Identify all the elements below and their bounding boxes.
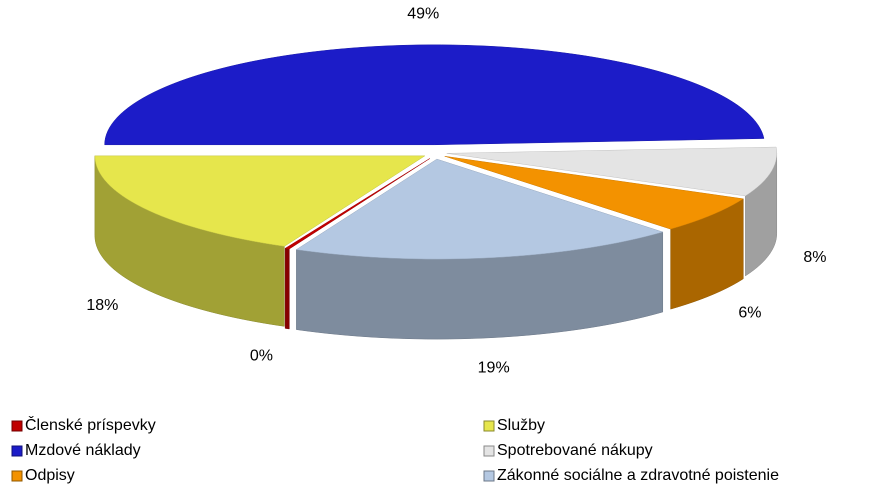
data-label: 8%: [803, 249, 826, 266]
slice: [104, 44, 765, 146]
data-label: 0%: [250, 348, 273, 365]
legend-swatch: [11, 470, 23, 482]
slice: [94, 155, 426, 247]
slice: [446, 146, 778, 197]
legend-swatch: [483, 445, 495, 457]
data-label: 49%: [407, 5, 439, 22]
legend-label: Odpisy: [25, 467, 75, 484]
slice-side: [284, 248, 290, 330]
legend-swatch: [11, 420, 23, 432]
legend-label: Členské príspevky: [25, 415, 156, 434]
legend-swatch: [483, 470, 495, 482]
slice: [284, 158, 430, 250]
data-label: 19%: [478, 360, 510, 377]
legend-label: Spotrebované nákupy: [497, 442, 653, 459]
data-label: 18%: [86, 297, 118, 314]
legend-swatch: [483, 420, 495, 432]
legend-swatch: [11, 445, 23, 457]
legend-label: Zákonné sociálne a zdravotné poistenie: [497, 467, 779, 484]
slice: [444, 155, 745, 230]
data-label: 6%: [738, 304, 761, 321]
slice: [295, 158, 664, 260]
legend-label: Služby: [497, 417, 545, 434]
legend-label: Mzdové náklady: [25, 442, 141, 459]
